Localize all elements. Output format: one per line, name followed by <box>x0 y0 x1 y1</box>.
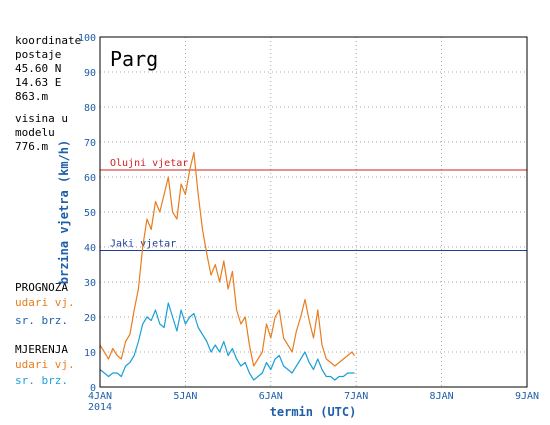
y-tick-label: 0 <box>90 383 96 394</box>
y-tick-label: 20 <box>84 313 96 324</box>
x-tick-label: 6JAN <box>259 391 283 402</box>
forecast-gusts-legend: udari vj. <box>15 296 75 309</box>
y-tick-label: 40 <box>84 243 96 254</box>
measurements-gusts-legend: udari vj. <box>15 358 75 371</box>
forecast-mean-legend: sr. brz. <box>15 314 68 327</box>
x-tick-sublabel: 2014 <box>88 402 112 413</box>
station-elevation: 863.m <box>15 90 49 103</box>
y-tick-label: 90 <box>84 68 96 79</box>
measurements-title: MJERENJA <box>15 343 68 356</box>
y-tick-label: 50 <box>84 208 96 219</box>
y-axis-ticks: 0 10 20 30 40 50 60 70 80 90 100 <box>78 33 96 394</box>
plot-frame <box>99 36 528 388</box>
x-tick-label: 7JAN <box>344 391 368 402</box>
series-line <box>99 151 355 367</box>
model-elevation-label: visina u modelu <box>15 112 68 139</box>
model-elevation: 776.m <box>15 140 49 153</box>
chart-series <box>99 151 355 381</box>
reference-line-label: Olujni vjetar <box>110 158 188 169</box>
station-latitude: 45.60 N <box>15 62 62 75</box>
y-tick-label: 10 <box>84 348 96 359</box>
series-line <box>99 302 355 381</box>
measurements-mean-legend: sr. brz. <box>15 374 68 387</box>
x-tick-label: 9JAN <box>515 391 539 402</box>
y-tick-label: 30 <box>84 278 96 289</box>
x-tick-label: 5JAN <box>173 391 197 402</box>
x-axis-label: termin (UTC) <box>270 405 357 419</box>
y-axis-label: brzina vjetra (km/h) <box>57 140 71 285</box>
y-tick-label: 70 <box>84 138 96 149</box>
y-tick-label: 80 <box>84 103 96 114</box>
station-longitude: 14.63 E <box>15 76 62 89</box>
station-coords-label: koordinate postaje <box>15 34 82 61</box>
y-tick-label: 100 <box>78 33 96 44</box>
forecast-title: PROGNOZA <box>15 281 68 294</box>
y-tick-label: 60 <box>84 173 96 184</box>
chart-title: Parg <box>110 47 158 71</box>
x-tick-label: 4JAN <box>88 391 112 402</box>
x-tick-label: 8JAN <box>430 391 454 402</box>
